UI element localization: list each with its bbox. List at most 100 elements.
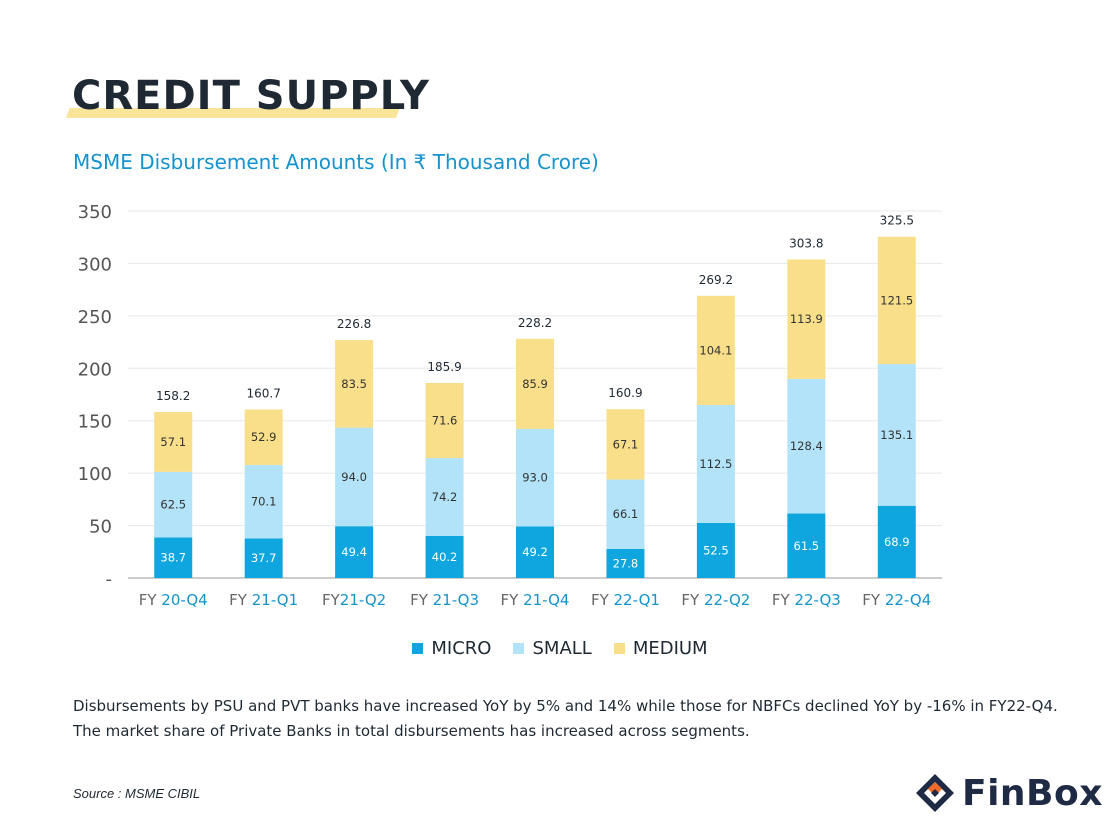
legend-item-medium: MEDIUM [613,638,708,659]
total-label: 226.8 [337,317,371,331]
total-label: 160.7 [246,386,280,400]
data-label-small: 93.0 [522,471,548,485]
data-label-small: 128.4 [790,439,823,453]
data-label-medium: 121.5 [880,293,913,307]
bar-segment-small [606,479,645,549]
legend-swatch-medium [613,643,625,654]
bar-segment-small [516,428,554,527]
x-tick-label: FY 20-Q4 [139,591,208,609]
legend-label-micro: MICRO [431,638,492,659]
data-label-small: 62.5 [160,498,186,512]
data-label-micro: 27.8 [613,556,639,570]
page-title: CREDIT SUPPLY [72,73,430,119]
data-label-small: 66.1 [613,507,639,521]
y-tick-label: - [106,569,113,590]
chart-note: Disbursements by PSU and PVT banks have … [73,694,1073,744]
note-line-1: Disbursements by PSU and PVT banks have … [73,697,1058,715]
bar-segment-micro [787,513,826,578]
data-label-micro: 37.7 [251,551,277,565]
y-tick-label: 150 [78,412,112,433]
data-label-medium: 67.1 [613,437,639,451]
bar-segment-medium [425,382,464,459]
bar-segment-medium [606,409,645,480]
bar-segment-small [877,364,916,506]
data-label-micro: 52.5 [703,543,729,557]
data-label-micro: 49.2 [522,545,548,559]
x-tick-label: FY 22-Q3 [772,591,841,609]
total-label: 303.8 [789,236,823,250]
data-label-micro: 40.2 [432,550,458,564]
bar-segment-small [244,464,283,539]
legend-swatch-micro [412,643,424,654]
title-block: CREDIT SUPPLY [66,72,430,120]
y-tick-label: 350 [78,202,112,223]
chart-subtitle: MSME Disbursement Amounts (In ₹ Thousand… [73,150,599,174]
x-tick-label: FY 21-Q3 [410,591,479,609]
x-tick-label: FY 22-Q2 [681,591,750,609]
data-label-micro: 61.5 [794,539,820,553]
data-label-medium: 71.6 [432,414,458,428]
total-label: 185.9 [427,360,461,374]
finbox-logo-icon [916,774,954,812]
data-label-small: 135.1 [880,428,913,442]
bar-segment-micro [154,537,193,578]
total-label: 325.5 [880,214,914,228]
legend-item-micro: MICRO [412,638,491,659]
bar-segment-medium [696,295,735,405]
bar-segment-micro [696,522,735,578]
total-label: 228.2 [518,316,552,330]
y-tick-label: 50 [89,517,112,538]
data-label-medium: 85.9 [522,377,548,391]
bar-segment-small [335,427,374,527]
bar-segment-micro [516,526,554,578]
data-label-medium: 104.1 [699,343,732,357]
legend-swatch-small [513,643,525,654]
bar-segment-medium [877,236,916,365]
bar-segment-micro [877,505,916,578]
bar-segment-medium [335,340,374,428]
bar-segment-micro [335,526,374,578]
data-label-micro: 68.9 [884,535,910,549]
data-label-small: 74.2 [432,490,458,504]
bar-segment-small [154,471,193,538]
data-label-medium: 113.9 [790,312,823,326]
source-caption: Source : MSME CIBIL [73,786,201,801]
x-tick-label: FY 21-Q4 [501,591,570,609]
data-label-small: 94.0 [341,470,367,484]
legend-item-small: SMALL [513,638,592,659]
bar-segment-medium [516,338,554,429]
y-tick-label: 250 [78,307,112,328]
data-label-small: 112.5 [699,457,732,471]
bar-segment-micro [606,548,645,578]
stacked-bar-chart: - 50 100 150 200 250 300 350 38.7 62.5 57.1 158.2 FY… [78,202,942,609]
y-tick-label: 300 [78,254,112,275]
total-label: 160.9 [608,386,642,400]
total-label: 158.2 [156,389,190,403]
bar-segment-medium [244,409,283,465]
data-label-medium: 57.1 [160,435,186,449]
x-tick-label: FY21-Q2 [322,591,386,609]
legend-label-medium: MEDIUM [632,638,708,659]
bar-segment-medium [787,259,826,379]
finbox-logo: FinBox [914,772,1103,814]
y-tick-label: 100 [78,464,112,485]
data-label-micro: 38.7 [160,551,186,565]
data-label-micro: 49.4 [341,545,367,559]
bar-segment-small [696,404,735,523]
data-label-medium: 52.9 [251,430,277,444]
x-tick-label: FY 22-Q1 [591,591,660,609]
bar-segment-micro [244,538,283,578]
bar-segment-small [425,458,464,536]
x-tick-label: FY 21-Q1 [229,591,298,609]
bar-segment-micro [425,535,464,578]
logo-text: FinBox [962,772,1103,814]
data-label-medium: 83.5 [341,377,367,391]
bar-segment-medium [154,412,193,472]
y-tick-label: 200 [78,359,112,380]
note-line-2: The market share of Private Banks in tot… [73,722,750,740]
total-label: 269.2 [699,273,733,287]
bar-segment-small [787,378,826,514]
x-tick-label: FY 22-Q4 [862,591,931,609]
data-label-small: 70.1 [251,495,277,509]
legend-label-small: SMALL [532,638,592,659]
